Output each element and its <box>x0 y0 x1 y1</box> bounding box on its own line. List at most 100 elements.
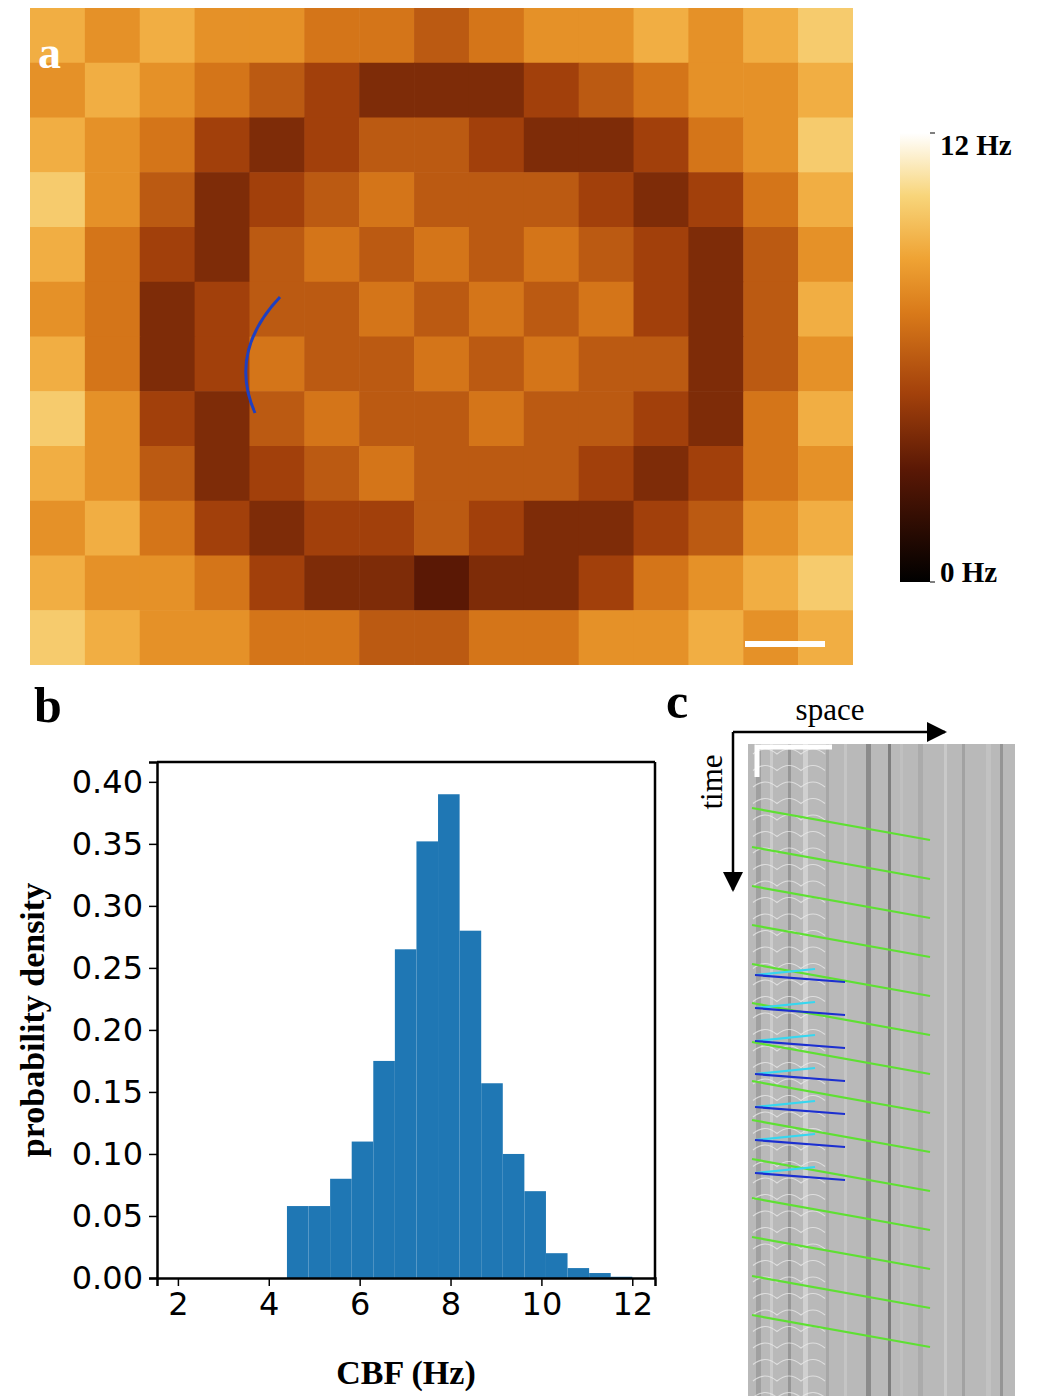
cell <box>85 8 140 63</box>
track-blue <box>755 1107 845 1114</box>
cell <box>195 610 250 665</box>
cell <box>249 610 304 665</box>
cell <box>85 118 140 173</box>
cell <box>195 63 250 118</box>
cell <box>85 391 140 446</box>
cell <box>304 391 359 446</box>
track-blue <box>755 1140 845 1147</box>
kymograph-scallop <box>753 1376 825 1381</box>
cell <box>30 391 85 446</box>
bar <box>309 1206 331 1278</box>
kymograph-scallop <box>753 881 825 886</box>
bar <box>524 1191 546 1278</box>
cell <box>743 337 798 392</box>
cell <box>634 8 689 63</box>
y-tick-mark <box>149 1030 157 1032</box>
cell <box>469 556 524 611</box>
cell <box>634 118 689 173</box>
x-axis: 24681012 <box>158 1278 656 1323</box>
y-tick-label: 0.00 <box>72 1259 143 1297</box>
cell <box>798 556 853 611</box>
kymograph-stripe <box>986 744 991 1396</box>
cell <box>195 391 250 446</box>
cell <box>195 118 250 173</box>
bar <box>568 1268 590 1278</box>
kymograph-scallop <box>753 1178 825 1183</box>
cell <box>359 282 414 337</box>
kymograph-image <box>748 744 1015 1396</box>
cell <box>469 118 524 173</box>
cell <box>195 446 250 501</box>
kymograph-scallop <box>753 1294 825 1299</box>
cell <box>798 282 853 337</box>
cell <box>359 446 414 501</box>
annotation-arc <box>246 297 280 413</box>
cell <box>304 172 359 227</box>
cell <box>469 8 524 63</box>
cell <box>140 8 195 63</box>
cell <box>140 501 195 556</box>
cell <box>688 227 743 282</box>
cell <box>579 556 634 611</box>
kymograph-scallop <box>753 1211 825 1216</box>
cell <box>524 8 579 63</box>
track-cyan <box>755 1068 815 1074</box>
y-tick-mark <box>149 1154 157 1156</box>
cell <box>195 501 250 556</box>
cell <box>524 501 579 556</box>
bar <box>287 1206 309 1278</box>
y-tick-mark <box>149 968 157 970</box>
cell <box>30 337 85 392</box>
colorbar-tick-label: 12 Hz <box>940 129 1012 161</box>
cell <box>30 118 85 173</box>
cell <box>359 610 414 665</box>
cell <box>688 446 743 501</box>
cell <box>469 610 524 665</box>
space-arrow <box>733 731 945 734</box>
cell <box>798 118 853 173</box>
x-tick: 12 <box>612 1278 653 1323</box>
bars <box>287 794 632 1278</box>
y-tick: 0.35 <box>72 825 157 863</box>
cell <box>634 227 689 282</box>
y-tick-label: 0.25 <box>72 949 143 987</box>
y-tick: 0.30 <box>72 887 157 925</box>
cell <box>743 556 798 611</box>
cell <box>85 337 140 392</box>
kymograph-stripe <box>844 744 847 1396</box>
cell <box>634 282 689 337</box>
cell <box>249 337 304 392</box>
cell <box>195 282 250 337</box>
kymograph-scallop <box>753 1228 825 1233</box>
cell <box>414 337 469 392</box>
wave-track <box>752 808 930 840</box>
wave-track <box>752 1081 930 1113</box>
cell <box>140 391 195 446</box>
cell <box>524 63 579 118</box>
cell <box>524 556 579 611</box>
cell <box>579 391 634 446</box>
cell <box>469 501 524 556</box>
cell <box>304 8 359 63</box>
y-tick-label: 0.40 <box>72 763 143 801</box>
kymograph-background <box>748 744 1015 1396</box>
x-tick: 2 <box>168 1278 188 1323</box>
y-tick-label: 0.05 <box>72 1197 143 1235</box>
cell <box>249 63 304 118</box>
wave-track <box>752 1237 930 1269</box>
track-blue <box>755 1008 845 1015</box>
cell <box>195 172 250 227</box>
bar <box>416 841 438 1278</box>
cell <box>195 227 250 282</box>
x-tick: 6 <box>350 1278 370 1323</box>
cell <box>798 63 853 118</box>
cell <box>140 63 195 118</box>
y-tick-mark <box>149 782 157 784</box>
cell <box>798 501 853 556</box>
kymograph-scallop <box>753 997 825 1002</box>
cell <box>469 227 524 282</box>
y-axis-title: time <box>694 754 729 809</box>
colorbar-tick-label: 0 Hz <box>940 556 997 588</box>
x-tick-label: 12 <box>612 1285 653 1323</box>
cell <box>30 172 85 227</box>
